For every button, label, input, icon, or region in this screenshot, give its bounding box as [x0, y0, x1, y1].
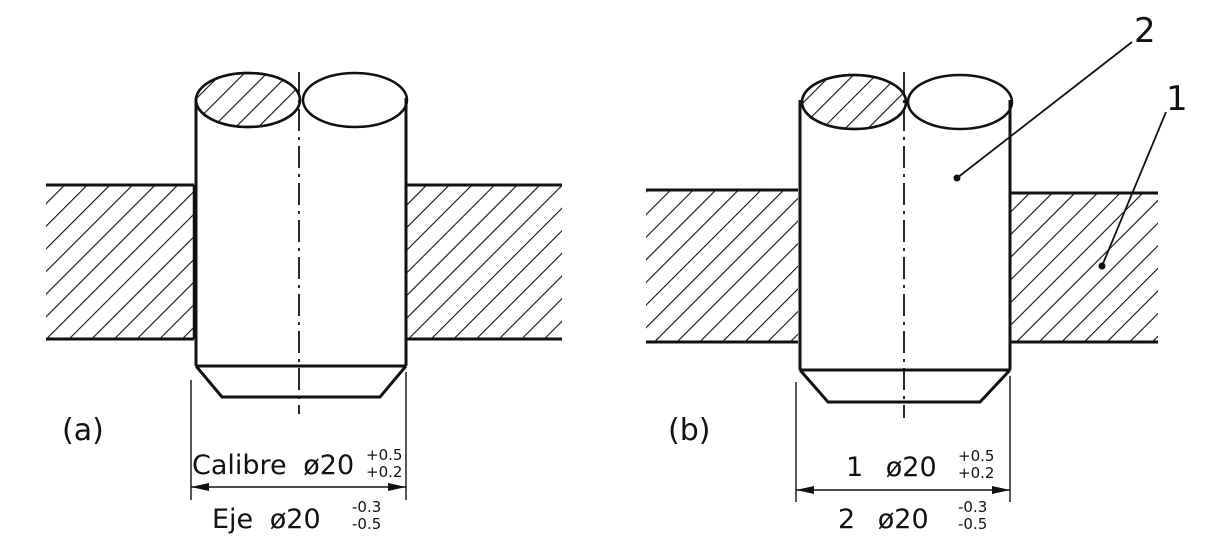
hole-size-b: ø20 [886, 452, 937, 483]
hole-lower-dev-b: +0.2 [958, 464, 994, 482]
shaft-name-b: 2 [838, 504, 855, 535]
figure-label-a: (a) [62, 413, 104, 448]
callout-leaders-b [953, 41, 1167, 270]
shaft-a-cap [194, 71, 409, 129]
shaft-tolerance-b: 2 ø20 [838, 504, 929, 535]
figure-b: 2 1 (b) 1 ø20 +0.5 +0.2 2 ø20 -0.3 -0.5 [646, 11, 1188, 535]
shaft-size-b: ø20 [878, 504, 929, 535]
shaft-size-a: ø20 [270, 504, 321, 535]
hole-name-b: 1 [846, 452, 863, 483]
hole-tolerance-b: 1 ø20 [846, 452, 937, 483]
callout-shaft-number: 2 [1134, 11, 1156, 51]
hole-tolerance-a: Calibre ø20 [192, 450, 354, 481]
hole-size-a: ø20 [303, 450, 354, 481]
shaft-b-cap [800, 73, 1014, 131]
shaft-lower-dev-a: -0.5 [352, 515, 381, 533]
dimension-lines-a [190, 372, 407, 500]
figure-label-b: (b) [668, 413, 710, 448]
figure-a: (a) Calibre ø20 +0.5 +0.2 Eje ø20 -0.3 -… [46, 71, 562, 535]
callout-plate-number: 1 [1166, 79, 1188, 119]
shaft-tolerance-a: Eje ø20 [212, 504, 321, 535]
shaft-upper-dev-a: -0.3 [352, 498, 381, 516]
shaft-name-a: Eje [212, 504, 253, 535]
shaft-lower-dev-b: -0.5 [958, 515, 987, 533]
hole-lower-dev-a: +0.2 [366, 463, 402, 481]
hole-upper-dev-b: +0.5 [958, 447, 994, 465]
hole-upper-dev-a: +0.5 [366, 446, 402, 464]
dimension-lines-b [795, 376, 1011, 502]
shaft-upper-dev-b: -0.3 [958, 498, 987, 516]
shaft-b [798, 72, 1014, 418]
shaft-a [194, 71, 409, 414]
hole-name-a: Calibre [192, 450, 287, 481]
plate-b [646, 188, 1158, 344]
